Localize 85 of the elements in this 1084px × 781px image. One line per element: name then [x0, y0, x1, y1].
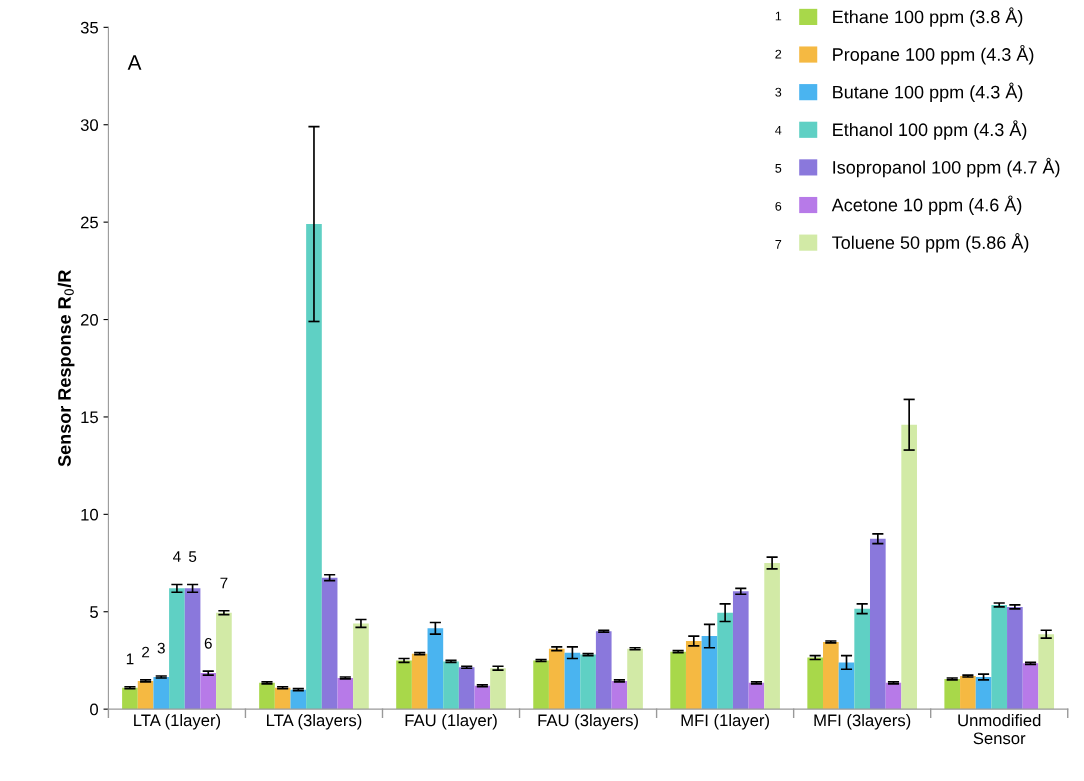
bar: [870, 538, 886, 710]
bar: [901, 424, 917, 710]
x-tick-label: MFI (1layer): [681, 714, 769, 730]
annotation: 4: [173, 551, 181, 562]
x-tick-label: FAU (1layer): [405, 714, 497, 730]
x-tick-label: LTA (3layers): [267, 714, 362, 730]
x-tick-label: Unmodified Sensor: [958, 714, 1041, 745]
y-tick-label: 20: [80, 313, 99, 326]
text: 5: [775, 163, 782, 173]
legend-label: Ethanol 100 ppm (4.3 Å): [833, 120, 1027, 140]
bar: [169, 588, 185, 710]
legend-label: Ethane 100 ppm (3.8 Å): [833, 7, 1023, 27]
bar: [975, 677, 992, 710]
text: 3: [775, 87, 782, 97]
legend-label: Toluene 50 ppm (5.86 Å): [832, 233, 1029, 253]
text: 6: [775, 201, 782, 211]
bar: [1022, 663, 1039, 710]
legend-label: Butane 100 ppm (4.3 Å): [833, 82, 1023, 103]
bar: [732, 591, 749, 710]
bar: [427, 628, 444, 710]
bar: [1038, 634, 1055, 710]
y-tick-label: 35: [80, 21, 98, 34]
bar: [580, 654, 596, 710]
bar: [991, 604, 1008, 710]
annotation: 2: [142, 646, 150, 658]
y-tick-label: 25: [80, 216, 98, 229]
y-tick-label: 0: [90, 703, 99, 716]
bar: [306, 224, 322, 710]
legend-label: Acetone 10 ppm (4.6 Å): [831, 195, 1022, 215]
bar: [153, 677, 170, 710]
y-tick-label: 15: [81, 411, 98, 424]
annotation: 5: [188, 551, 197, 563]
bar: [396, 660, 412, 710]
bar: [627, 648, 643, 710]
legend-label: Propane 100 ppm (4.3 Å): [833, 44, 1034, 65]
bar: [200, 673, 217, 710]
bar: [259, 682, 275, 710]
bar: [411, 653, 428, 710]
bar: [701, 636, 718, 710]
bar: [1007, 606, 1023, 710]
bar: [807, 657, 824, 710]
bar: [611, 680, 628, 710]
bar: [321, 577, 338, 710]
x-tick-label: LTA (1layer): [134, 714, 221, 730]
bar: [184, 588, 201, 710]
bar: [748, 682, 765, 710]
bar: [353, 623, 369, 710]
bar: [823, 641, 839, 710]
bar: [595, 631, 612, 710]
annotation: 1: [126, 653, 134, 665]
bar: [337, 677, 354, 710]
text: 1: [775, 11, 782, 21]
annotation: 7: [220, 577, 228, 589]
bar: [137, 680, 154, 710]
bar: [122, 687, 138, 710]
bar: [548, 648, 565, 710]
y-tick-label: 10: [81, 508, 99, 521]
bar: [838, 662, 855, 710]
bar: [490, 668, 506, 710]
text: 4: [775, 125, 782, 135]
bar: [944, 678, 961, 710]
y-axis-title: Sensor Response R$_{0}$/R: [57, 269, 75, 467]
legend-label: Isopropanol 100 ppm (4.7 Å): [833, 157, 1060, 178]
bar: [670, 651, 686, 710]
text: 7: [775, 240, 782, 249]
bar: [960, 676, 976, 710]
bar: [443, 661, 459, 710]
bar: [533, 660, 549, 710]
x-tick-label: FAU (3layers): [538, 714, 638, 730]
x-tick-label: MFI (3layers): [814, 714, 911, 730]
annotation: 6: [204, 637, 212, 649]
bar: [290, 689, 307, 710]
bar: [885, 682, 902, 710]
y-tick-label: 5: [90, 606, 98, 618]
bar: [854, 608, 870, 710]
bar: [216, 612, 232, 710]
bar: [564, 652, 581, 710]
bar: [764, 563, 780, 710]
bar: [717, 612, 733, 710]
bar: [458, 667, 475, 710]
annotation: 3: [157, 642, 165, 654]
text: 2: [775, 49, 782, 59]
y-tick-label: 30: [80, 119, 99, 131]
annotation: A: [127, 55, 142, 70]
bar: [685, 640, 702, 710]
